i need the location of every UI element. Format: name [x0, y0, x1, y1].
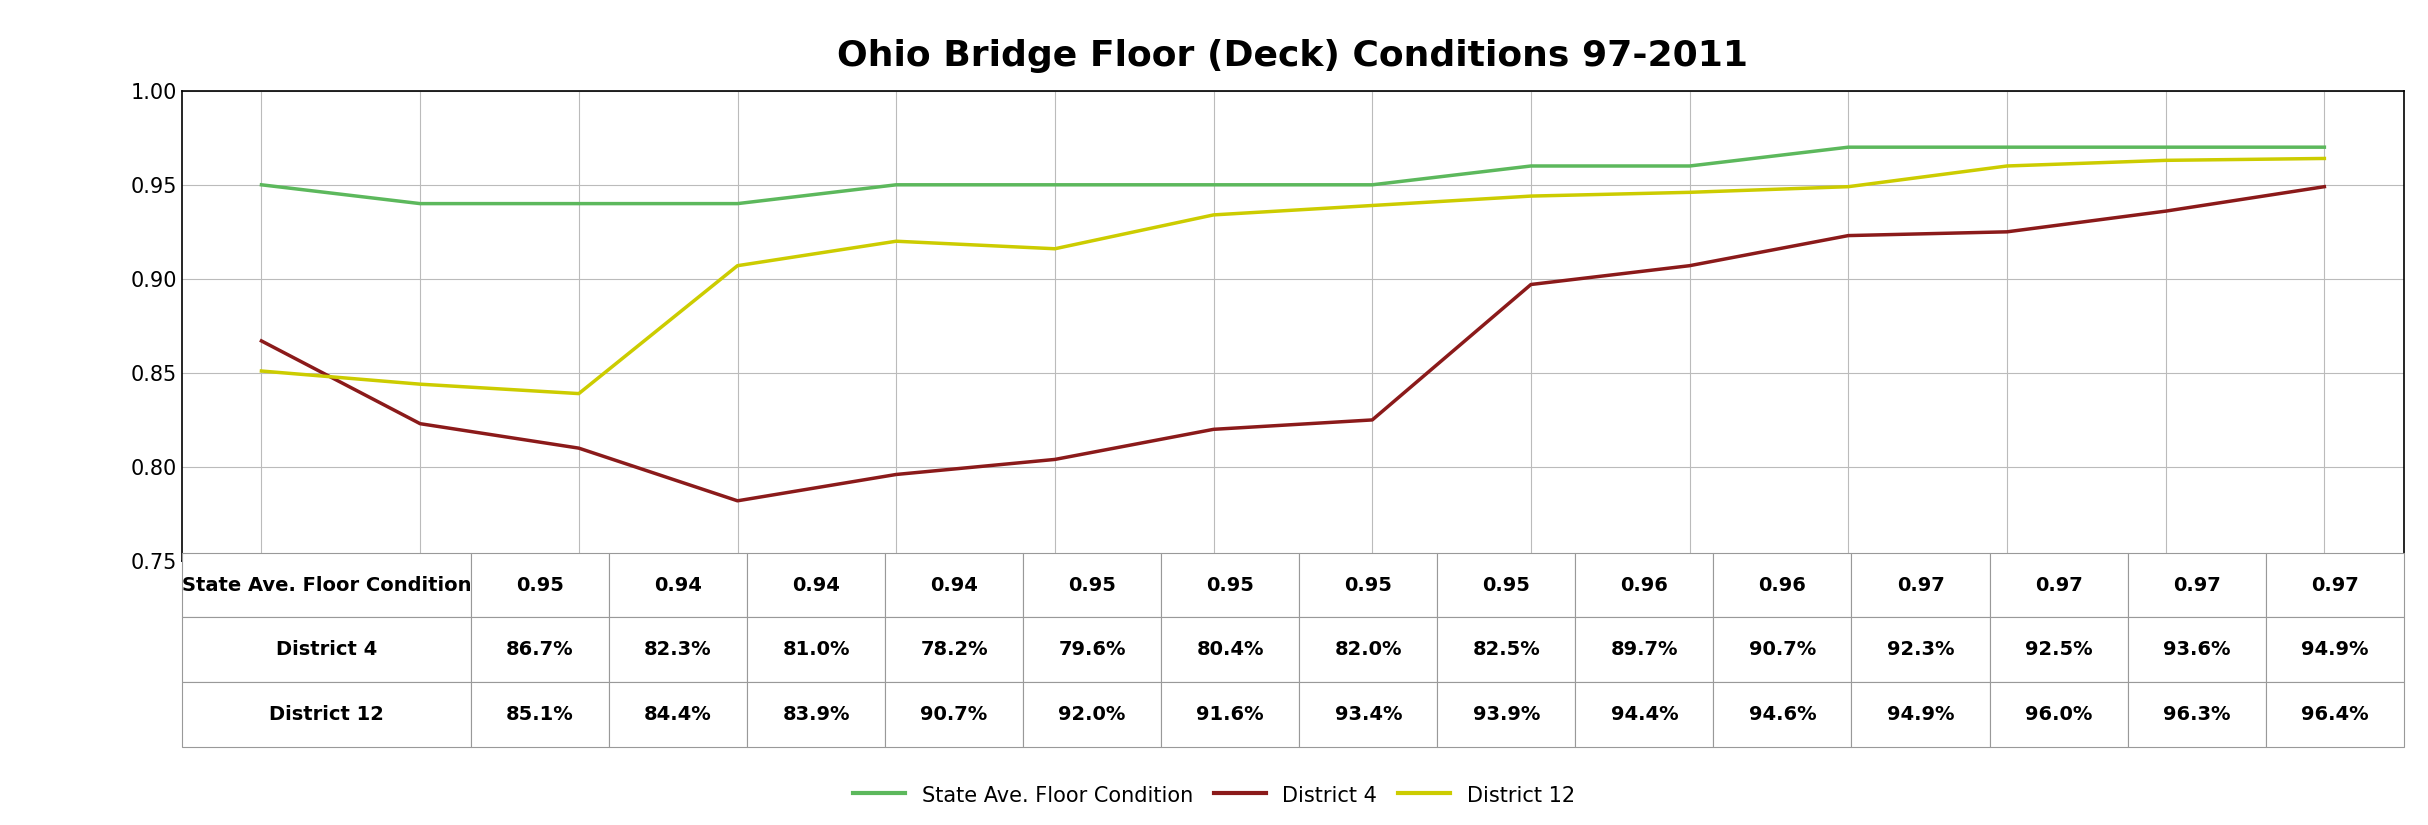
Legend: State Ave. Floor Condition, District 4, District 12: State Ave. Floor Condition, District 4, …	[852, 785, 1576, 806]
Title: Ohio Bridge Floor (Deck) Conditions 97-2011: Ohio Bridge Floor (Deck) Conditions 97-2…	[838, 39, 1748, 73]
